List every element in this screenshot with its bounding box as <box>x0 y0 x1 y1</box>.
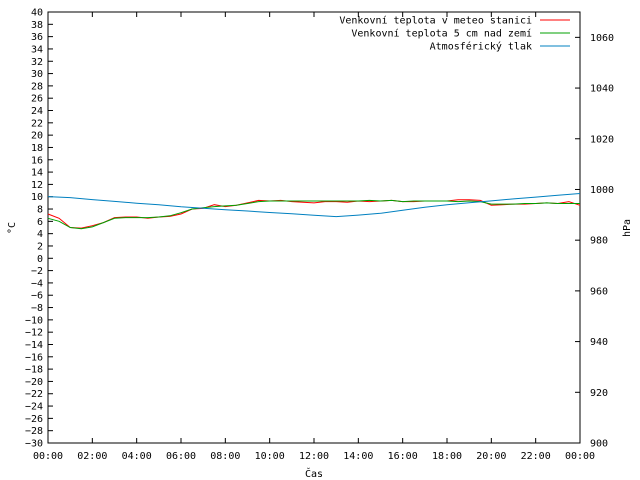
right-tick-label: 960 <box>590 286 608 297</box>
series-layer <box>47 193 581 230</box>
x-tick-label: 22:00 <box>521 451 551 462</box>
x-tick-label: 02:00 <box>77 451 107 462</box>
x-tick-label: 00:00 <box>565 451 595 462</box>
right-tick-label: 920 <box>590 388 608 399</box>
left-tick-label: 10 <box>31 192 43 203</box>
left-tick-label: 0 <box>37 254 43 265</box>
left-tick-label: −26 <box>25 414 43 425</box>
x-axis-label: Čas <box>305 467 323 480</box>
right-axis: 1060 1040 1020 1000 980 960 940 920 900 <box>575 33 614 450</box>
x-tick-label: 14:00 <box>343 451 373 462</box>
x-tick-label: 10:00 <box>255 451 285 462</box>
left-tick-label: 34 <box>31 44 43 55</box>
right-tick-label: 1040 <box>590 84 614 95</box>
left-tick-label: 4 <box>37 229 43 240</box>
x-tick-label: 12:00 <box>299 451 329 462</box>
left-tick-label: 14 <box>31 168 43 179</box>
left-tick-label: 20 <box>31 131 43 142</box>
plot-border <box>47 11 581 444</box>
y-axis-label-left: °C <box>7 222 18 234</box>
x-tick-label: 06:00 <box>166 451 196 462</box>
x-tick-label: 00:00 <box>33 451 63 462</box>
left-tick-label: −18 <box>25 365 43 376</box>
x-tick-label: 18:00 <box>432 451 462 462</box>
left-tick-label: 2 <box>37 241 43 252</box>
y-axis-label-right: hPa <box>622 219 633 237</box>
legend-label-1: Venkovní teplota 5 cm nad zemí <box>351 28 532 40</box>
left-tick-label: −2 <box>31 266 43 277</box>
right-tick-label: 940 <box>590 337 608 348</box>
right-tick-label: 900 <box>590 439 608 450</box>
left-tick-label: 38 <box>31 20 43 31</box>
right-tick-label: 1060 <box>590 33 614 44</box>
plot-frame <box>47 11 581 444</box>
left-axis: 4038363432302826242220181614121086420−2−… <box>25 8 53 450</box>
left-tick-label: −22 <box>25 389 43 400</box>
left-tick-label: 6 <box>37 217 43 228</box>
left-tick-label: 40 <box>31 8 43 19</box>
left-tick-label: 12 <box>31 180 43 191</box>
left-tick-label: −20 <box>25 377 43 388</box>
left-tick-label: 26 <box>31 94 43 105</box>
left-tick-label: −16 <box>25 352 43 363</box>
left-tick-label: 32 <box>31 57 43 68</box>
x-tick-label: 20:00 <box>476 451 506 462</box>
left-tick-label: −4 <box>31 278 43 289</box>
left-tick-label: 36 <box>31 32 43 43</box>
x-axis: 00:00 02:00 04:00 06:00 08:00 10:00 12:00 14:00… <box>33 12 595 462</box>
left-tick-label: 30 <box>31 69 43 80</box>
left-tick-label: −14 <box>25 340 43 351</box>
left-tick-label: −8 <box>31 303 43 314</box>
x-tick-label: 04:00 <box>122 451 152 462</box>
left-tick-label: 16 <box>31 155 43 166</box>
series-line-2 <box>47 193 581 218</box>
left-tick-label: 8 <box>37 205 43 216</box>
left-tick-label: −6 <box>31 291 43 302</box>
left-tick-label: −30 <box>25 439 43 450</box>
legend-label-2: Atmosférický tlak <box>430 41 532 53</box>
series-line-1 <box>47 199 580 230</box>
left-tick-label: −10 <box>25 315 43 326</box>
left-tick-label: 18 <box>31 143 43 154</box>
left-tick-label: −12 <box>25 328 43 339</box>
left-tick-label: −24 <box>25 402 43 413</box>
right-tick-label: 1020 <box>590 134 614 145</box>
right-tick-label: 980 <box>590 236 608 247</box>
legend-label-0: Venkovní teplota v meteo stanici <box>339 15 532 27</box>
left-tick-label: 24 <box>31 106 43 117</box>
x-tick-label: 16:00 <box>388 451 418 462</box>
legend: Venkovní teplota v meteo staniciVenkovní… <box>339 15 570 53</box>
series-line-0 <box>47 199 581 229</box>
left-tick-label: 28 <box>31 81 43 92</box>
left-tick-label: −28 <box>25 426 43 437</box>
left-tick-label: 22 <box>31 118 43 129</box>
x-tick-label: 08:00 <box>210 451 240 462</box>
right-tick-label: 1000 <box>590 185 614 196</box>
